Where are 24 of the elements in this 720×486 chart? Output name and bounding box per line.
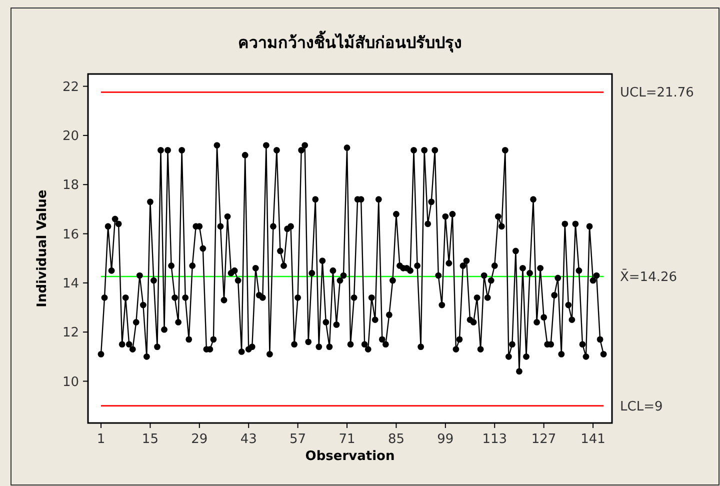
x-tick-label: 1 [96,432,106,447]
y-tick-label: 22 [62,80,79,95]
x-axis-title: Observation [305,449,395,464]
y-tick-label: 12 [62,326,79,341]
x-tick-label: 127 [531,432,556,447]
y-tick-label: 18 [62,178,79,194]
x-tick-label: 43 [240,432,257,447]
x-tick-label: 15 [142,432,158,447]
x-tick-label: 99 [437,432,454,447]
x-tick-label: 71 [338,432,356,447]
y-tick-label: 20 [62,128,79,144]
y-tick-label: 16 [62,227,79,242]
ref-line-label: LCL=9 [620,399,663,414]
x-tick-label: 57 [290,432,306,447]
x-tick-label: 85 [388,432,404,447]
y-tick-label: 10 [62,374,79,390]
y-axis-title: Individual Value [35,189,50,308]
x-tick-label: 141 [580,432,606,447]
x-tick-label: 113 [482,432,508,447]
y-tick-label: 14 [62,276,79,292]
ref-line-label: X̄=14.26 [620,268,678,286]
chart-title: ความกว้างชิ้นไม้สับก่อนปรับปรุง [238,30,462,53]
x-tick-label: 29 [191,432,208,447]
ref-line-label: UCL=21.76 [620,86,694,101]
